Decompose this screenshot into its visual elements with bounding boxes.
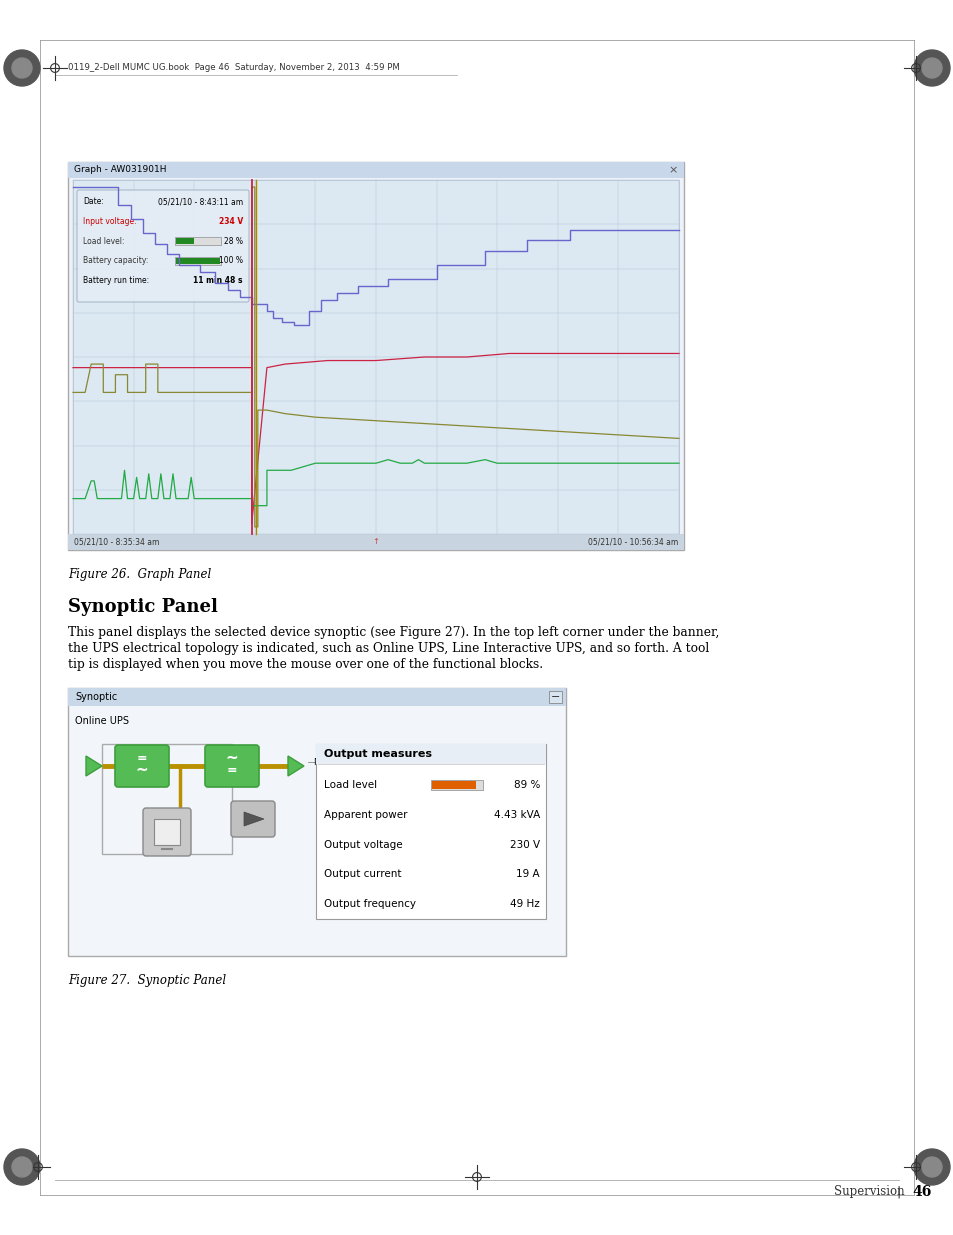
Text: ~: ~ <box>226 751 238 766</box>
Text: the UPS electrical topology is indicated, such as Online UPS, Line Interactive U: the UPS electrical topology is indicated… <box>68 642 708 655</box>
Bar <box>68 688 565 956</box>
Text: Apparent power: Apparent power <box>324 810 407 820</box>
Text: Output current: Output current <box>324 869 401 879</box>
Text: tip is displayed when you move the mouse over one of the functional blocks.: tip is displayed when you move the mouse… <box>68 658 542 671</box>
Text: Figure 26.  Graph Panel: Figure 26. Graph Panel <box>68 568 211 580</box>
Bar <box>68 534 683 550</box>
Text: 230 V: 230 V <box>509 840 539 850</box>
Text: Output measures: Output measures <box>324 748 432 760</box>
Text: Master: Master <box>313 758 343 767</box>
Text: ×: × <box>668 165 678 175</box>
Text: 05/21/10 - 10:56:34 am: 05/21/10 - 10:56:34 am <box>587 537 678 547</box>
Text: Load level:: Load level: <box>83 237 125 246</box>
Text: 05/21/10 - 8:43:11 am: 05/21/10 - 8:43:11 am <box>157 198 243 206</box>
Text: Battery run time:: Battery run time: <box>83 277 149 285</box>
Circle shape <box>12 58 32 78</box>
Text: Supervision: Supervision <box>833 1186 903 1198</box>
Text: 46: 46 <box>911 1186 930 1199</box>
Text: 19 A: 19 A <box>516 869 539 879</box>
Text: Graph - AW031901H: Graph - AW031901H <box>74 165 167 174</box>
Text: =: = <box>136 752 147 766</box>
Text: 234 V: 234 V <box>218 217 243 226</box>
Bar <box>68 162 683 550</box>
Bar <box>174 237 221 246</box>
Text: Synoptic Panel: Synoptic Panel <box>68 598 217 616</box>
Circle shape <box>921 58 941 78</box>
Circle shape <box>921 1157 941 1177</box>
Circle shape <box>12 1157 32 1177</box>
Text: 11 min 48 s: 11 min 48 s <box>193 277 243 285</box>
FancyBboxPatch shape <box>231 802 274 837</box>
Text: 89 %: 89 % <box>513 779 539 790</box>
Bar <box>175 238 193 245</box>
Text: 4.43 kVA: 4.43 kVA <box>494 810 539 820</box>
Text: ~: ~ <box>135 763 149 778</box>
Text: 05/21/10 - 8:35:34 am: 05/21/10 - 8:35:34 am <box>74 537 159 547</box>
Text: −: − <box>551 692 560 701</box>
Circle shape <box>913 49 949 86</box>
Text: Online UPS: Online UPS <box>75 716 129 726</box>
Text: This panel displays the selected device synoptic (see Figure 27). In the top lef: This panel displays the selected device … <box>68 626 719 638</box>
Bar <box>174 257 221 266</box>
Polygon shape <box>86 756 102 776</box>
Text: |: | <box>896 1186 901 1198</box>
Bar <box>315 743 545 764</box>
Text: Input voltage:: Input voltage: <box>83 217 136 226</box>
Text: 28 %: 28 % <box>224 237 243 246</box>
Bar <box>548 692 561 703</box>
Polygon shape <box>288 756 304 776</box>
FancyBboxPatch shape <box>115 745 169 787</box>
Text: Battery capacity:: Battery capacity: <box>83 257 149 266</box>
Text: Output frequency: Output frequency <box>324 899 416 909</box>
Text: 100 %: 100 % <box>219 257 243 266</box>
Text: ↑: ↑ <box>372 537 379 547</box>
Text: 0119_2-Dell MUMC UG.book  Page 46  Saturday, November 2, 2013  4:59 PM: 0119_2-Dell MUMC UG.book Page 46 Saturda… <box>68 63 399 72</box>
Text: =: = <box>227 763 237 777</box>
Bar <box>153 819 180 845</box>
Circle shape <box>913 1149 949 1186</box>
Circle shape <box>4 49 40 86</box>
Text: Synoptic: Synoptic <box>75 692 117 701</box>
Bar <box>73 180 679 534</box>
Bar <box>68 688 565 706</box>
Bar <box>315 743 545 919</box>
Circle shape <box>4 1149 40 1186</box>
Text: Load level: Load level <box>324 779 376 790</box>
Bar <box>175 258 220 264</box>
Text: 49 Hz: 49 Hz <box>510 899 539 909</box>
FancyBboxPatch shape <box>77 190 249 303</box>
Text: Output voltage: Output voltage <box>324 840 402 850</box>
Bar <box>68 162 683 178</box>
Text: Date:: Date: <box>83 198 104 206</box>
Text: Figure 27.  Synoptic Panel: Figure 27. Synoptic Panel <box>68 974 226 987</box>
Bar <box>102 743 232 853</box>
Bar <box>432 781 476 789</box>
Polygon shape <box>244 811 264 826</box>
FancyBboxPatch shape <box>205 745 258 787</box>
FancyBboxPatch shape <box>143 808 191 856</box>
Bar <box>431 779 482 790</box>
